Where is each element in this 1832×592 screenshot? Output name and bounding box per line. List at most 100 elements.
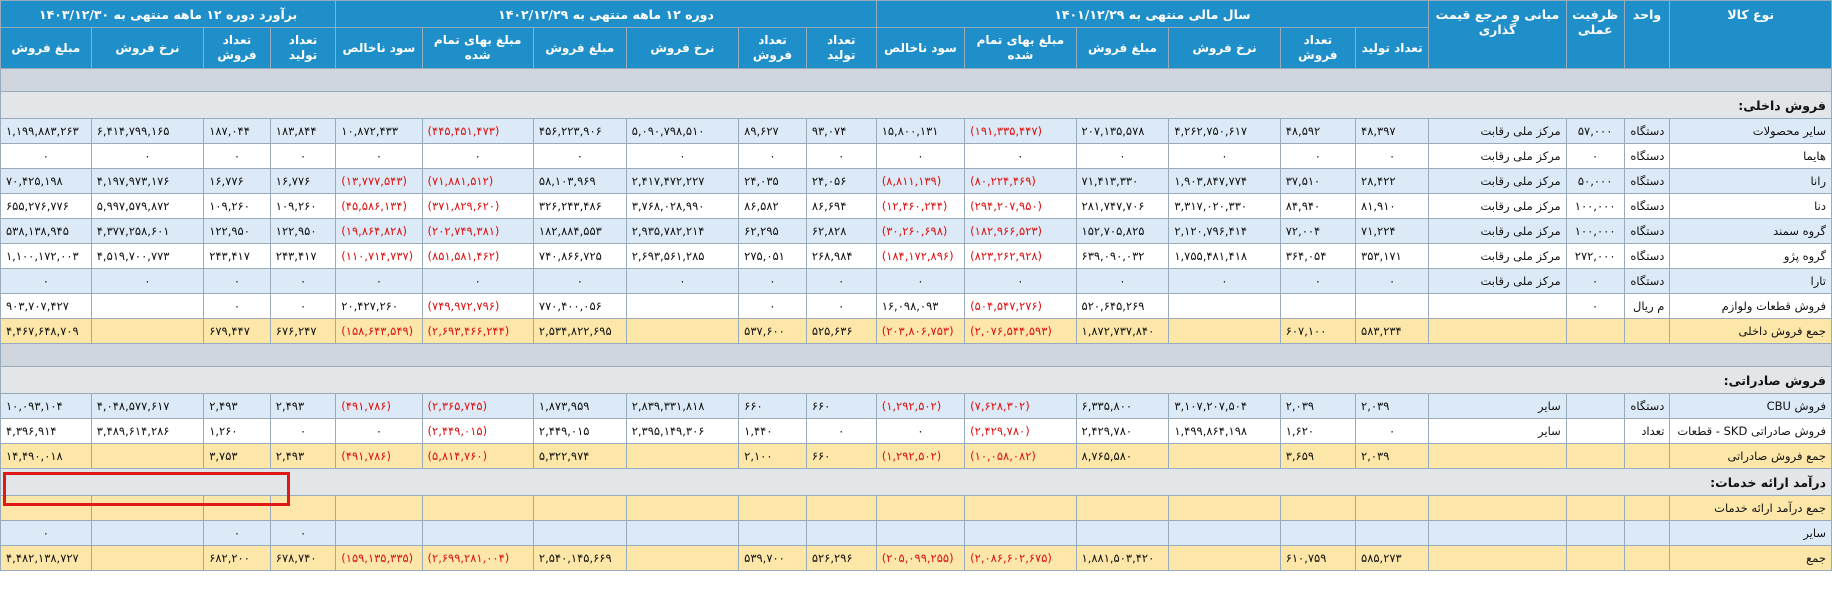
- forecast-value: ۵۳۸,۱۳۸,۹۴۵: [0, 218, 92, 244]
- table-row: گروه سمند دستگاه ۱۰۰,۰۰۰ مرکز ملی رقابت ۷۱,۲…: [0, 218, 1832, 244]
- period-value: ۰: [805, 268, 877, 294]
- prev-year-value: (۲۹۴,۲۰۷,۹۵۰): [964, 193, 1077, 219]
- prev-year-value: ۰: [1075, 268, 1170, 294]
- prev-year-value: ۲,۱۲۰,۷۹۶,۴۱۴: [1168, 218, 1281, 244]
- period-value: ۰: [421, 143, 534, 169]
- period-value: ۰: [625, 268, 740, 294]
- period-value: ۲,۹۳۵,۷۸۲,۲۱۴: [625, 218, 740, 244]
- forecast-value: ۶,۴۱۴,۷۹۹,۱۶۵: [90, 118, 205, 144]
- forecast-value: ۰: [0, 520, 92, 546]
- table-row: سایر محصولات دستگاه ۵۷,۰۰۰ مرکز ملی رقابت ۴۸…: [0, 118, 1832, 144]
- table-row: فروش صادراتی SKD - قطعات تعداد سایر ۰ ۱,۶۲۰ ۱…: [0, 418, 1832, 444]
- prev-year-value: ۱۶,۰۹۸,۰۹۳: [875, 293, 966, 319]
- capacity-cell: [1565, 495, 1625, 521]
- forecast-value: ۲,۴۹۳: [203, 393, 271, 419]
- pricing-ref-cell: مرکز ملی رقابت: [1428, 268, 1567, 294]
- header-pricing: مبانی و مرجع قیمت گذاری: [1428, 0, 1567, 69]
- prev-year-value: ۵۲۰,۶۴۵,۲۶۹: [1075, 293, 1170, 319]
- period-value: ۸۹,۶۲۷: [738, 118, 807, 144]
- forecast-value: ۶۷۹,۴۴۷: [203, 318, 271, 344]
- prev-year-value: ۳۷,۵۱۰: [1279, 168, 1357, 194]
- prev-year-value: ۰: [875, 268, 966, 294]
- prev-year-value: [1279, 293, 1357, 319]
- table-row: فروش CBU دستگاه سایر ۲,۰۳۹ ۲,۰۳۹ ۳,۱۰۷,۲۰۷,۵۰…: [0, 393, 1832, 419]
- unit-cell: دستگاه: [1623, 268, 1671, 294]
- capacity-cell: ۲۷۲,۰۰۰: [1565, 243, 1625, 269]
- period-value: ۲,۵۳۴,۸۲۲,۶۹۵: [532, 318, 627, 344]
- product-name: گروه پژو: [1669, 243, 1832, 269]
- spacer-cell: [0, 68, 1832, 92]
- forecast-value: ۰: [90, 268, 205, 294]
- forecast-value: ۰: [90, 143, 205, 169]
- prev-year-value: [1279, 495, 1357, 521]
- period-value: ۱۰,۸۷۲,۴۳۳: [335, 118, 423, 144]
- prev-year-value: ۰: [1279, 143, 1357, 169]
- period-value: ۲,۸۳۹,۳۳۱,۸۱۸: [625, 393, 740, 419]
- pricing-ref-cell: مرکز ملی رقابت: [1428, 143, 1567, 169]
- group-forecast: برآورد دوره ۱۲ ماهه منتهی به ۱۴۰۳/۱۲/۳۰: [0, 0, 337, 28]
- period-value: ۶۲,۸۲۸: [805, 218, 877, 244]
- prev-year-value: ۲,۴۲۹,۷۸۰: [1075, 418, 1170, 444]
- period-value: [805, 495, 877, 521]
- forecast-value: ۰: [203, 293, 271, 319]
- prev-year-value: (۸۲۳,۲۶۲,۹۲۸): [964, 243, 1077, 269]
- unit-cell: م ریال: [1623, 293, 1671, 319]
- prev-year-value: ۰: [1355, 143, 1430, 169]
- forecast-value: ۹۰۳,۷۰۷,۴۲۷: [0, 293, 92, 319]
- pricing-ref-cell: مرکز ملی رقابت: [1428, 118, 1567, 144]
- col-header-prod-qty: تعداد تولید: [269, 27, 337, 69]
- period-value: ۰: [805, 293, 877, 319]
- prev-year-value: (۱۹۱,۳۳۵,۴۴۷): [964, 118, 1077, 144]
- col-header-sale-qty: تعداد فروش: [203, 27, 271, 69]
- unit-cell: [1623, 545, 1671, 571]
- forecast-value: ۲۴۳,۴۱۷: [269, 243, 337, 269]
- prev-year-value: ۳,۱۰۷,۲۰۷,۵۰۴: [1168, 393, 1281, 419]
- header-capacity: ظرفیت عملی: [1565, 0, 1625, 69]
- product-name: فروش صادراتی SKD - قطعات: [1669, 418, 1832, 444]
- table-row: رانا دستگاه ۵۰,۰۰۰ مرکز ملی رقابت ۲۸,۴۲۲ ۳۷,۵…: [0, 168, 1832, 194]
- prev-year-value: ۸,۷۶۵,۵۸۰: [1075, 443, 1170, 469]
- forecast-value: [203, 495, 271, 521]
- table-row: فروش قطعات ولوازم م ریال ۰ ۵۲۰,۶۴۵,۲۶۹ (۵۰۴,…: [0, 293, 1832, 319]
- prev-year-value: ۰: [875, 418, 966, 444]
- period-value: ۲,۱۰۰: [738, 443, 807, 469]
- forecast-value: ۱۲۲,۹۵۰: [203, 218, 271, 244]
- period-value: ۶۶۰: [805, 443, 877, 469]
- period-value: ۰: [532, 268, 627, 294]
- prev-year-value: [875, 495, 966, 521]
- prev-year-value: [1168, 443, 1281, 469]
- section-title: درآمد ارائه خدمات:: [0, 468, 1832, 496]
- forecast-value: ۱۶,۷۷۶: [269, 168, 337, 194]
- capacity-cell: ۰: [1565, 293, 1625, 319]
- prev-year-value: ۵۸۵,۲۷۳: [1355, 545, 1430, 571]
- period-value: ۲۷۵,۰۵۱: [738, 243, 807, 269]
- prev-year-value: ۷۱,۲۲۴: [1355, 218, 1430, 244]
- forecast-value: ۱۸۷,۰۴۴: [203, 118, 271, 144]
- capacity-cell: ۵۰,۰۰۰: [1565, 168, 1625, 194]
- forecast-value: ۷۰,۴۲۵,۱۹۸: [0, 168, 92, 194]
- prev-year-value: [1355, 293, 1430, 319]
- prev-year-value: (۳۰,۲۶۰,۶۹۸): [875, 218, 966, 244]
- period-value: ۵۲۵,۶۳۶: [805, 318, 877, 344]
- table-row: دنا دستگاه ۱۰۰,۰۰۰ مرکز ملی رقابت ۸۱,۹۱۰ ۸۴,۹…: [0, 193, 1832, 219]
- product-name: سایر: [1669, 520, 1832, 546]
- period-value: ۳,۷۶۸,۰۲۸,۹۹۰: [625, 193, 740, 219]
- period-value: ۵۳۷,۶۰۰: [738, 318, 807, 344]
- product-name: جمع فروش داخلی: [1669, 318, 1832, 344]
- prev-year-value: ۰: [1279, 268, 1357, 294]
- forecast-value: ۰: [269, 520, 337, 546]
- period-value: ۰: [738, 143, 807, 169]
- prev-year-value: [964, 495, 1077, 521]
- forecast-value: ۴,۴۶۷,۶۴۸,۷۰۹: [0, 318, 92, 344]
- capacity-cell: ۵۷,۰۰۰: [1565, 118, 1625, 144]
- product-name: دنا: [1669, 193, 1832, 219]
- forecast-value: ۱,۲۶۰: [203, 418, 271, 444]
- forecast-value: ۰: [0, 268, 92, 294]
- group-prev-year: سال مالی منتهی به ۱۴۰۱/۱۲/۲۹: [875, 0, 1430, 28]
- col-header-sale-qty: تعداد فروش: [1279, 27, 1357, 69]
- pricing-ref-cell: مرکز ملی رقابت: [1428, 168, 1567, 194]
- unit-cell: تعداد: [1623, 418, 1671, 444]
- period-value: ۱,۸۷۳,۹۵۹: [532, 393, 627, 419]
- prev-year-value: ۰: [964, 143, 1077, 169]
